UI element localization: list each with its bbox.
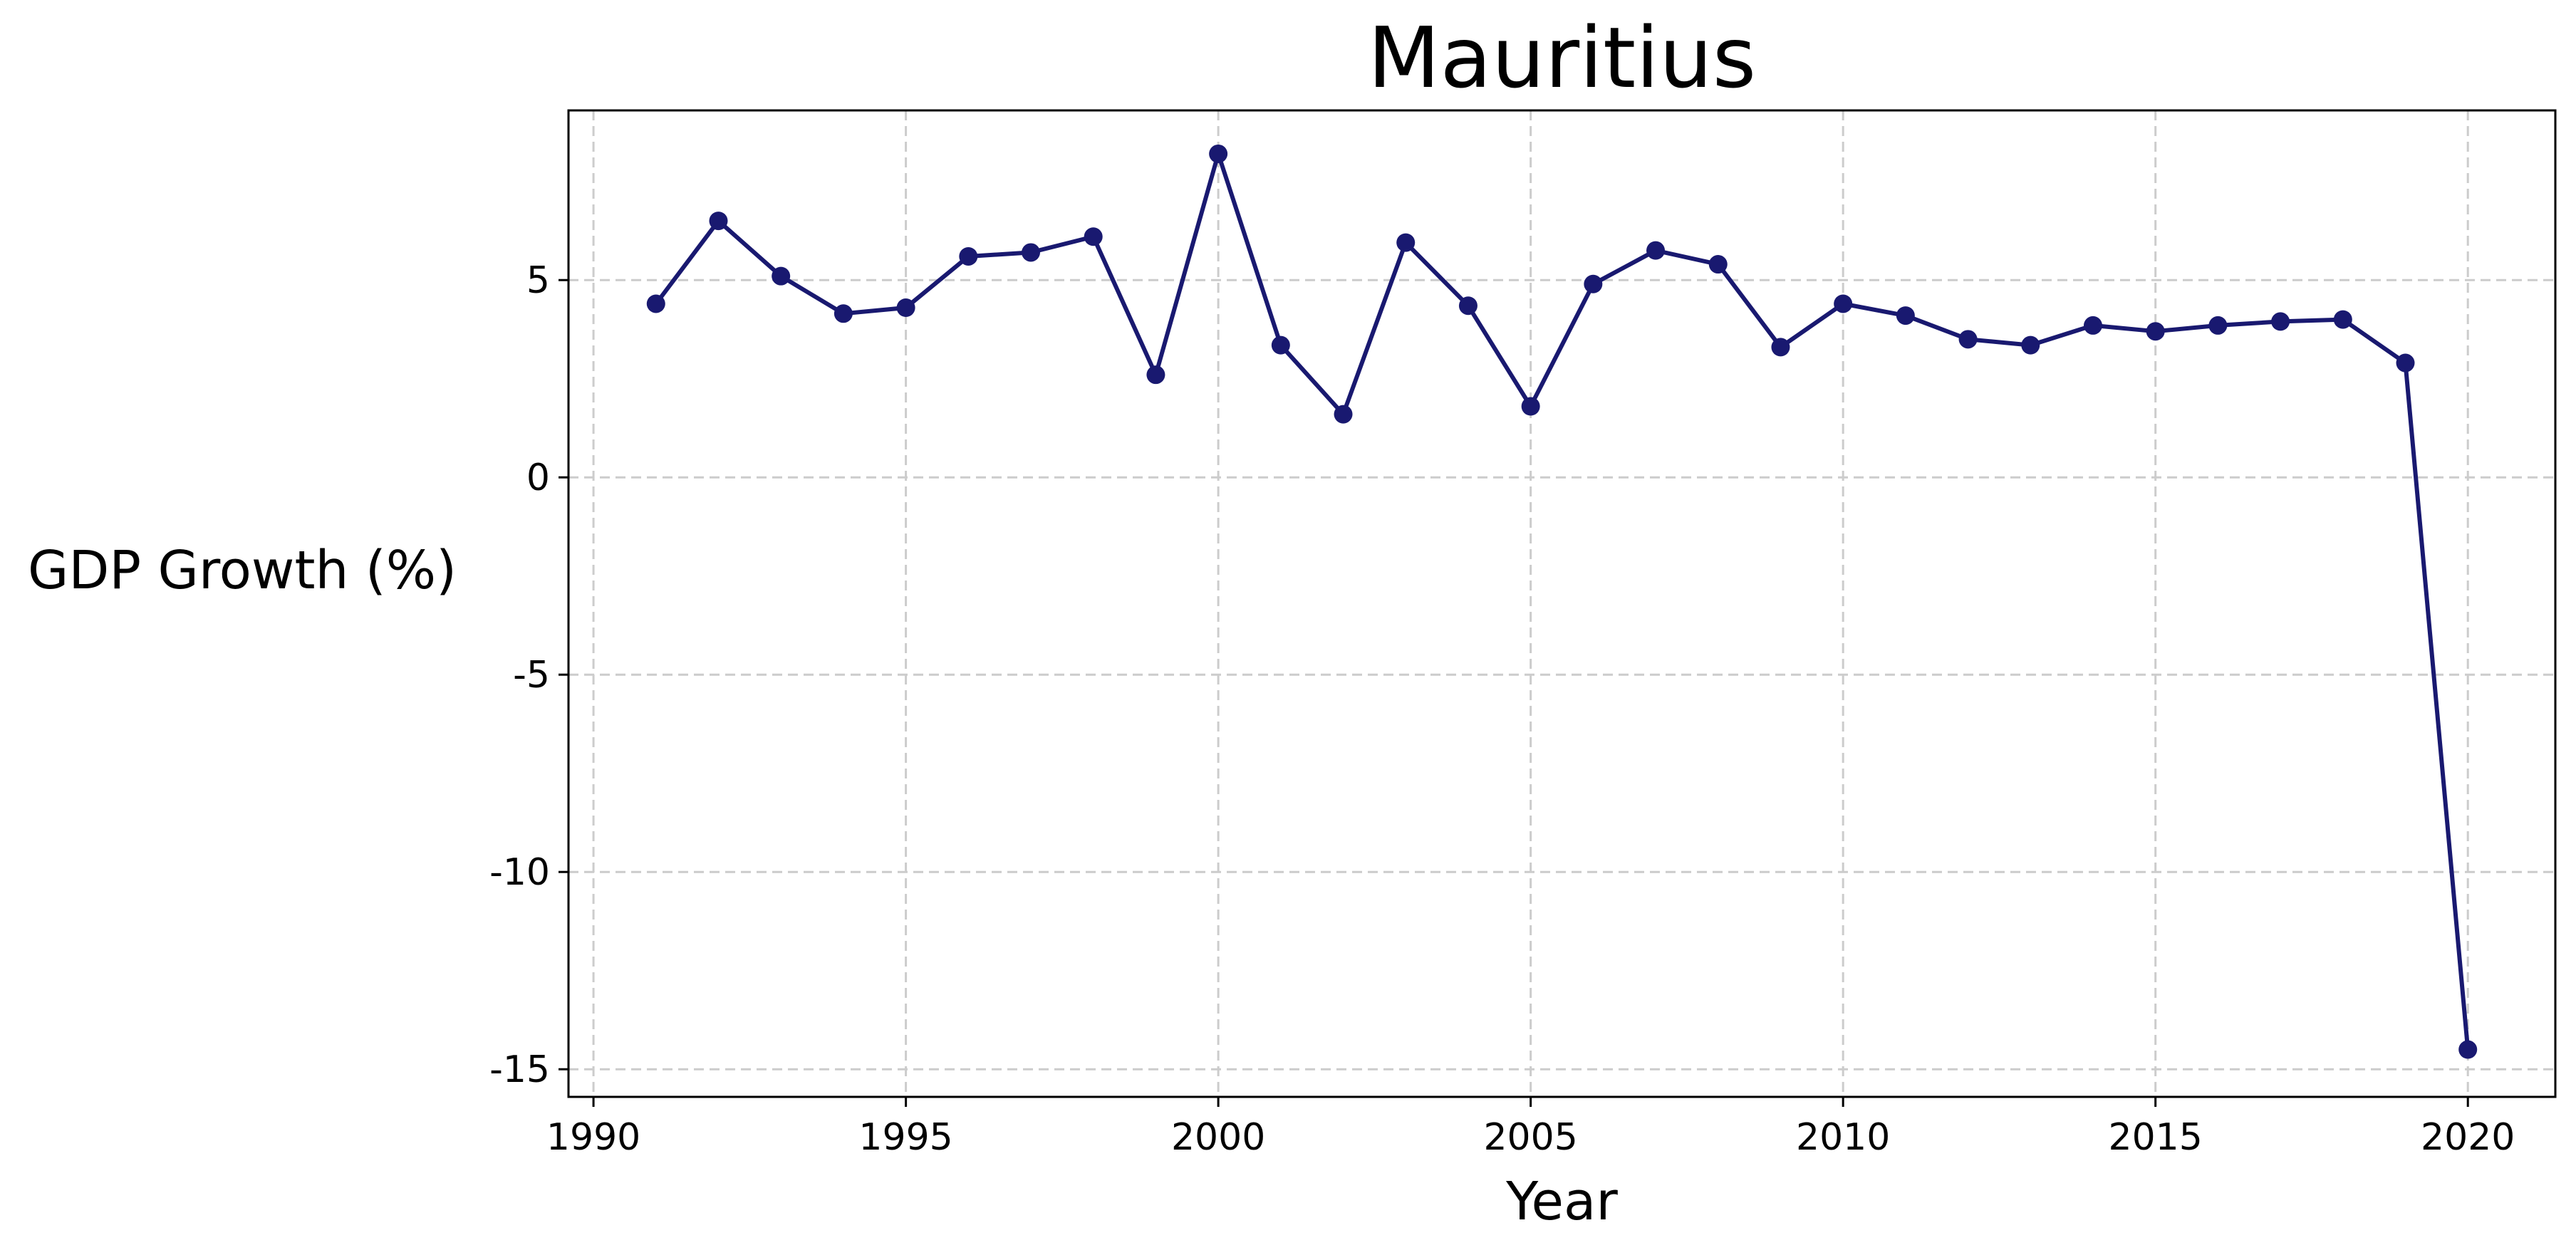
data-point	[2271, 312, 2290, 331]
y-axis-label: GDP Growth (%)	[28, 540, 457, 601]
data-point	[1022, 243, 1041, 262]
data-point	[1958, 330, 1978, 349]
data-point	[1646, 241, 1666, 260]
x-tick-label: 2020	[2421, 1116, 2515, 1159]
series-layer	[646, 144, 2478, 1059]
data-point	[709, 212, 728, 231]
data-point	[772, 266, 791, 286]
data-point	[1396, 233, 1416, 252]
data-point	[1334, 405, 1353, 424]
data-point	[1771, 338, 1790, 357]
y-tick-label: 0	[526, 457, 550, 499]
data-point	[646, 294, 665, 313]
data-point	[2083, 316, 2102, 335]
data-point	[2396, 353, 2415, 373]
data-point	[1209, 144, 1228, 163]
plot-area	[567, 109, 2557, 1098]
data-point	[833, 304, 853, 323]
data-point	[2208, 316, 2228, 335]
data-point	[1458, 296, 1477, 316]
data-point	[2458, 1040, 2478, 1059]
data-point	[896, 298, 915, 317]
data-point	[1708, 255, 1728, 274]
y-tick-label: -10	[489, 851, 550, 894]
grid-lines	[568, 110, 2555, 1097]
x-tick-label: 1995	[858, 1116, 952, 1159]
data-point	[959, 246, 978, 266]
axis-ticks: 1990 1995 2000 2005 2010 2015 2020 -15 -10 -5 0 5	[489, 259, 2515, 1159]
data-point	[1084, 227, 1103, 246]
y-tick-label: -15	[489, 1048, 550, 1091]
x-tick-label: 2005	[1483, 1116, 1577, 1159]
series-line	[654, 151, 2471, 1050]
data-point	[1146, 365, 1165, 385]
data-point	[2146, 322, 2165, 341]
x-tick-label: 2015	[2109, 1116, 2203, 1159]
data-point	[1271, 335, 1290, 355]
data-point	[2333, 310, 2352, 329]
x-axis-label: Year	[1505, 1171, 1618, 1232]
data-point	[2021, 335, 2040, 355]
x-tick-label: 1990	[546, 1116, 640, 1159]
x-tick-label: 2000	[1171, 1116, 1265, 1159]
data-point	[1584, 274, 1603, 293]
data-point	[1896, 306, 1915, 326]
data-point	[1834, 294, 1853, 313]
y-tick-label: 5	[526, 259, 550, 302]
y-tick-label: -5	[513, 654, 550, 697]
data-point	[1521, 397, 1540, 416]
chart-title: Mauritius	[1368, 9, 1757, 107]
x-tick-label: 2010	[1796, 1116, 1890, 1159]
